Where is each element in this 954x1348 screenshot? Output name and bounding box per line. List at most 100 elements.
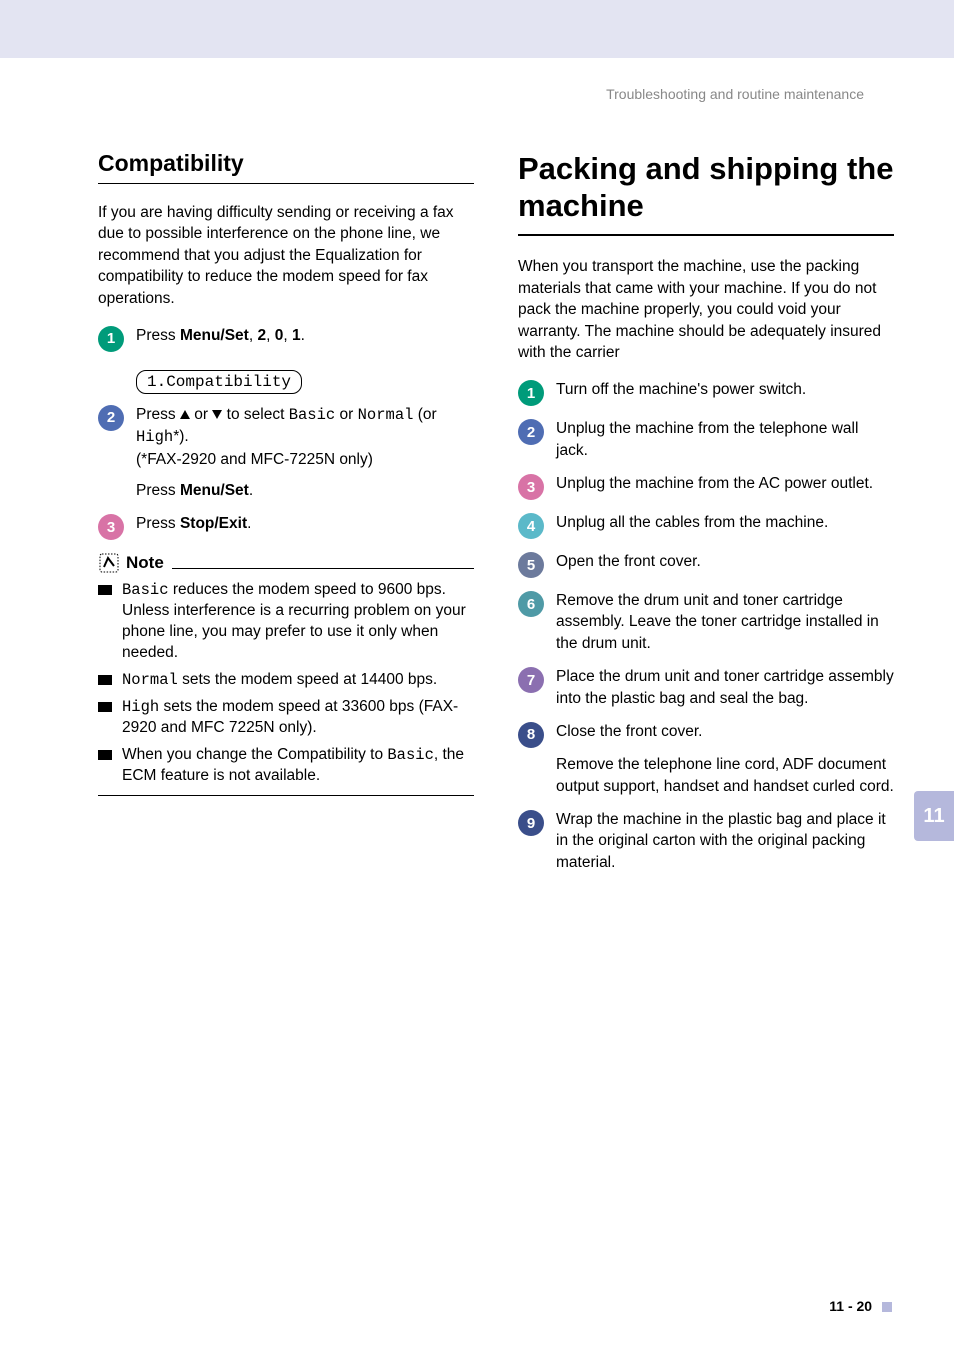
t: , <box>283 327 292 344</box>
t: sets the modem speed at 14400 bps. <box>178 671 437 688</box>
note-end-rule <box>98 795 474 796</box>
step-badge-2: 2 <box>98 405 124 431</box>
bullet-icon <box>98 675 112 685</box>
pack-step-7-text: Place the drum unit and toner cartridge … <box>556 666 894 709</box>
step-badge-1: 1 <box>98 326 124 352</box>
step-2: 2 Press or to select Basic or Normal (or… <box>98 404 474 502</box>
t: Press <box>136 406 180 423</box>
step-badge-2: 2 <box>518 419 544 445</box>
bullet-icon <box>98 585 112 595</box>
step-3: 3 Press Stop/Exit. <box>98 513 474 540</box>
pack-step-7: 7 Place the drum unit and toner cartridg… <box>518 666 894 709</box>
step-badge-1: 1 <box>518 380 544 406</box>
step-2-note: (*FAX-2920 and MFC-7225N only) <box>136 451 373 468</box>
page-number: 11 - 20 <box>829 1298 892 1314</box>
intro-paragraph: If you are having difficulty sending or … <box>98 202 474 309</box>
pack-step-3-text: Unplug the machine from the AC power out… <box>556 473 894 494</box>
pack-step-1-text: Turn off the machine's power switch. <box>556 379 894 400</box>
step-2-text: Press or to select Basic or Normal (or H… <box>136 404 474 502</box>
note-icon <box>98 552 120 574</box>
bullet-icon <box>98 750 112 760</box>
up-arrow-icon <box>180 410 190 419</box>
step-3-text: Press Stop/Exit. <box>136 513 474 534</box>
high-code: High <box>122 698 159 716</box>
bullet-icon <box>98 702 112 712</box>
high-option: High <box>136 428 173 446</box>
normal-option: Normal <box>358 406 414 424</box>
lcd-display: 1.Compatibility <box>136 370 302 394</box>
t: Close the front cover. <box>556 723 702 740</box>
basic-option: Basic <box>289 406 336 424</box>
step-badge-3: 3 <box>98 514 124 540</box>
t: or <box>335 406 357 423</box>
t: 1 <box>292 327 301 344</box>
step-badge-4: 4 <box>518 513 544 539</box>
step-badge-3: 3 <box>518 474 544 500</box>
pack-step-6-text: Remove the drum unit and toner cartridge… <box>556 590 894 654</box>
t: When you change the Compatibility to <box>122 746 387 763</box>
pack-step-9: 9 Wrap the machine in the plastic bag an… <box>518 809 894 873</box>
note-item-1: Basic reduces the modem speed to 9600 bp… <box>98 580 474 664</box>
stop-exit-label: Stop/Exit <box>180 515 247 532</box>
breadcrumb: Troubleshooting and routine maintenance <box>0 58 954 102</box>
t: . <box>247 515 251 532</box>
pack-step-2-text: Unplug the machine from the telephone wa… <box>556 418 894 461</box>
header-band <box>0 0 954 58</box>
packing-intro: When you transport the machine, use the … <box>518 256 894 363</box>
t: Press <box>136 482 180 499</box>
page-content: Compatibility If you are having difficul… <box>0 102 954 885</box>
t: *). <box>173 428 189 445</box>
pack-step-2: 2 Unplug the machine from the telephone … <box>518 418 894 461</box>
menu-set-label: Menu/Set <box>180 327 249 344</box>
t: Press <box>136 515 180 532</box>
menu-set-label: Menu/Set <box>180 482 249 499</box>
pack-step-8: 8 Close the front cover. Remove the tele… <box>518 721 894 797</box>
section-heading-packing: Packing and shipping the machine <box>518 150 894 236</box>
t: Press <box>136 327 180 344</box>
note-4-text: When you change the Compatibility to Bas… <box>122 745 474 787</box>
step-badge-6: 6 <box>518 591 544 617</box>
note-header: Note <box>98 552 474 574</box>
pack-step-4: 4 Unplug all the cables from the machine… <box>518 512 894 539</box>
t: sets the modem speed at 33600 bps (FAX-2… <box>122 698 458 736</box>
footer-mark-icon <box>882 1302 892 1312</box>
note-item-3: High sets the modem speed at 33600 bps (… <box>98 697 474 739</box>
note-label: Note <box>126 553 164 573</box>
pack-step-8-text: Close the front cover. Remove the teleph… <box>556 721 894 797</box>
pack-step-4-text: Unplug all the cables from the machine. <box>556 512 894 533</box>
normal-code: Normal <box>122 671 178 689</box>
t: or <box>190 406 212 423</box>
note-1-text: Basic reduces the modem speed to 9600 bp… <box>122 580 474 664</box>
note-2-text: Normal sets the modem speed at 14400 bps… <box>122 670 474 691</box>
step-1-text: Press Menu/Set, 2, 0, 1. <box>136 325 474 346</box>
pack-step-5-text: Open the front cover. <box>556 551 894 572</box>
pack-step-9-text: Wrap the machine in the plastic bag and … <box>556 809 894 873</box>
pack-step-3: 3 Unplug the machine from the AC power o… <box>518 473 894 500</box>
note-3-text: High sets the modem speed at 33600 bps (… <box>122 697 474 739</box>
t: . <box>249 482 253 499</box>
t: to select <box>222 406 288 423</box>
t: , <box>266 327 275 344</box>
step-1: 1 Press Menu/Set, 2, 0, 1. <box>98 325 474 352</box>
pack-step-1: 1 Turn off the machine's power switch. <box>518 379 894 406</box>
note-item-2: Normal sets the modem speed at 14400 bps… <box>98 670 474 691</box>
pack-step-8b-text: Remove the telephone line cord, ADF docu… <box>556 756 894 794</box>
basic-code: Basic <box>387 746 434 764</box>
footer-text: 11 - 20 <box>829 1298 872 1314</box>
t: . <box>301 327 305 344</box>
left-column: Compatibility If you are having difficul… <box>98 150 474 885</box>
t: reduces the modem speed to 9600 bps. Unl… <box>122 581 466 661</box>
pack-step-6: 6 Remove the drum unit and toner cartrid… <box>518 590 894 654</box>
step-badge-8: 8 <box>518 722 544 748</box>
basic-code: Basic <box>122 581 169 599</box>
note-item-4: When you change the Compatibility to Bas… <box>98 745 474 787</box>
note-rule <box>172 568 474 569</box>
section-heading-compatibility: Compatibility <box>98 150 474 184</box>
pack-step-5: 5 Open the front cover. <box>518 551 894 578</box>
right-column: Packing and shipping the machine When yo… <box>518 150 894 885</box>
t: 2 <box>257 327 266 344</box>
step-badge-7: 7 <box>518 667 544 693</box>
t: (or <box>413 406 436 423</box>
step-badge-5: 5 <box>518 552 544 578</box>
chapter-tab: 11 <box>914 791 954 841</box>
